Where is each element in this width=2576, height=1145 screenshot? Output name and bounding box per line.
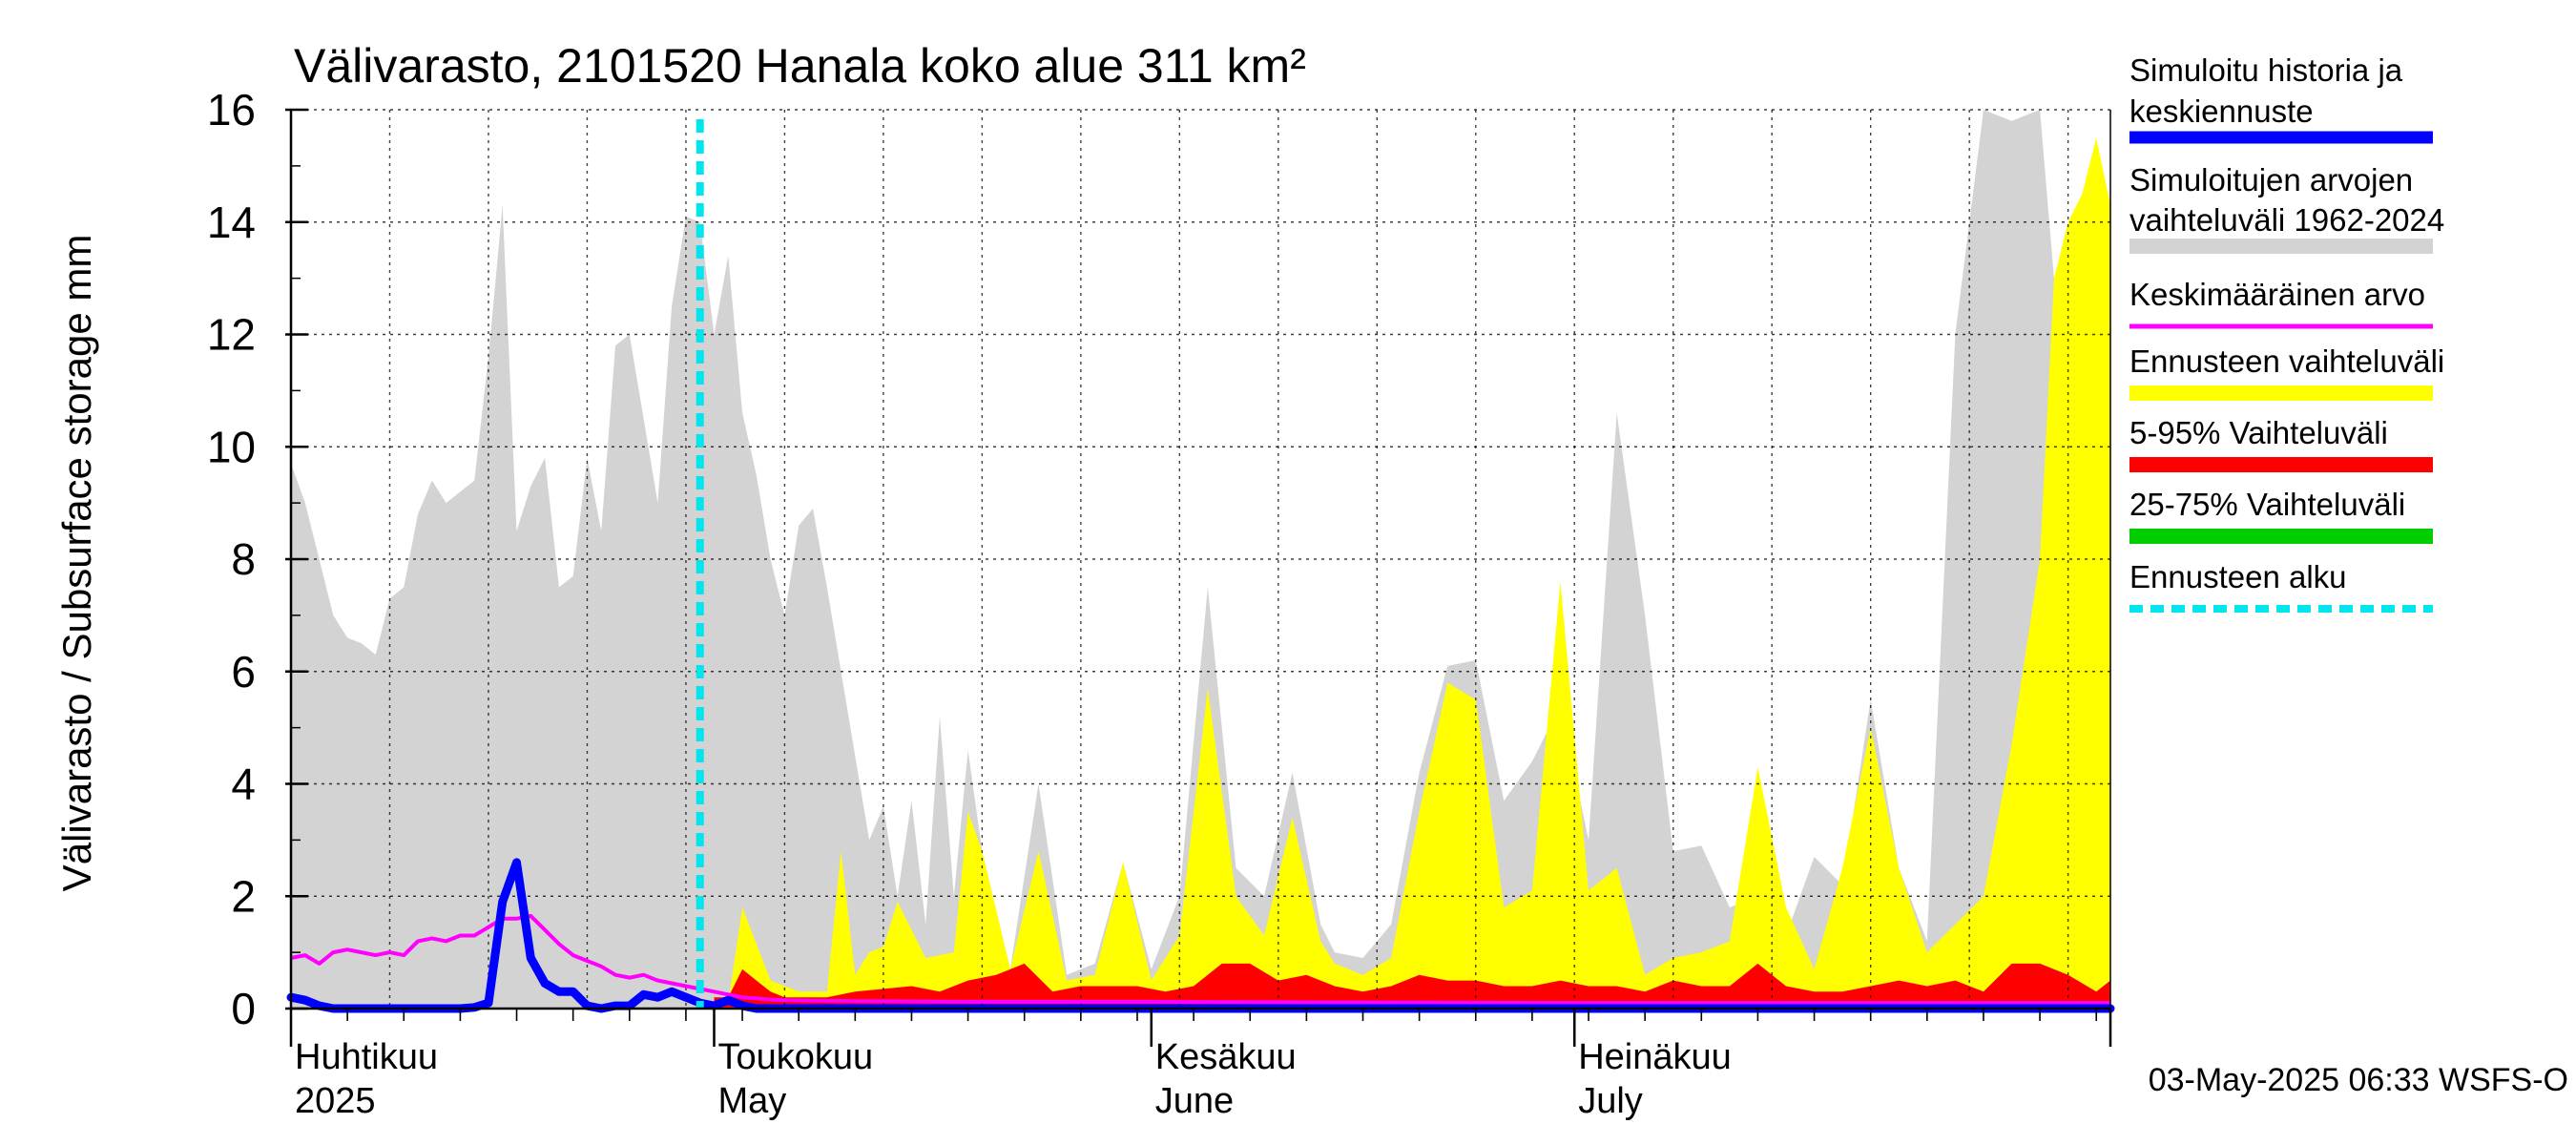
y-tick-label: 0 [231, 984, 256, 1033]
forecast-range-band [728, 137, 2110, 1009]
x-month-label-fi: Heinäkuu [1578, 1037, 1732, 1077]
y-tick-label: 8 [231, 534, 256, 584]
legend-entry: 25-75% Vaihteluväli [2129, 487, 2433, 544]
legend-entry: Simuloitu historia ja keskiennuste [2129, 52, 2433, 144]
x-month-label-fi: Toukokuu [717, 1037, 873, 1077]
footer-timestamp: 03-May-2025 06:33 WSFS-O [2149, 1062, 2568, 1098]
legend: Simuloitu historia jakeskiennusteSimuloi… [2129, 52, 2444, 613]
x-month-label-en: 2025 [295, 1081, 376, 1121]
y-axis-label: Välivarasto / Subsurface storage mm [54, 235, 99, 892]
legend-entry: Simuloitujen arvojen vaihteluväli 1962-20… [2129, 162, 2444, 254]
x-month-label-en: May [717, 1081, 786, 1121]
y-tick-label: 2 [231, 871, 256, 921]
legend-label: 5-95% Vaihteluväli [2129, 415, 2388, 450]
x-month-label-en: June [1155, 1081, 1234, 1121]
historical-range-band [291, 110, 2110, 1009]
y-tick-label: 14 [207, 198, 256, 247]
y-tick-label: 4 [231, 760, 256, 809]
grid-layer [291, 109, 2110, 1009]
legend-label: 25-75% Vaihteluväli [2129, 487, 2405, 522]
legend-entry: Ennusteen alku [2129, 559, 2433, 613]
y-tick-label: 12 [207, 310, 256, 360]
legend-entry: Keskimääräinen arvo [2129, 277, 2433, 329]
y-tick-label: 16 [207, 85, 256, 135]
legend-label-line2: keskiennuste [2129, 94, 2314, 129]
legend-label: Ennusteen vaihteluväli [2129, 344, 2444, 379]
chart-title: Välivarasto, 2101520 Hanala koko alue 31… [294, 39, 1306, 93]
legend-label-line2: vaihteluväli 1962-2024 [2129, 202, 2444, 238]
legend-label: Simuloitu historia ja [2129, 52, 2403, 88]
legend-label: Ennusteen alku [2129, 559, 2347, 594]
mean-value-line [290, 913, 2110, 1006]
percentile-5-95-band [714, 963, 2110, 1008]
area-layer [291, 110, 2110, 1009]
legend-entry: 5-95% Vaihteluväli [2129, 415, 2433, 472]
x-month-label-en: July [1578, 1081, 1643, 1121]
x-month-label-fi: Kesäkuu [1155, 1037, 1297, 1077]
y-tick-label: 6 [231, 647, 256, 697]
x-month-label-fi: Huhtikuu [295, 1037, 438, 1077]
legend-entry: Ennusteen vaihteluväli [2129, 344, 2444, 401]
legend-label: Keskimääräinen arvo [2129, 277, 2425, 312]
legend-label: Simuloitujen arvojen [2129, 162, 2413, 198]
y-tick-label: 10 [207, 422, 256, 471]
